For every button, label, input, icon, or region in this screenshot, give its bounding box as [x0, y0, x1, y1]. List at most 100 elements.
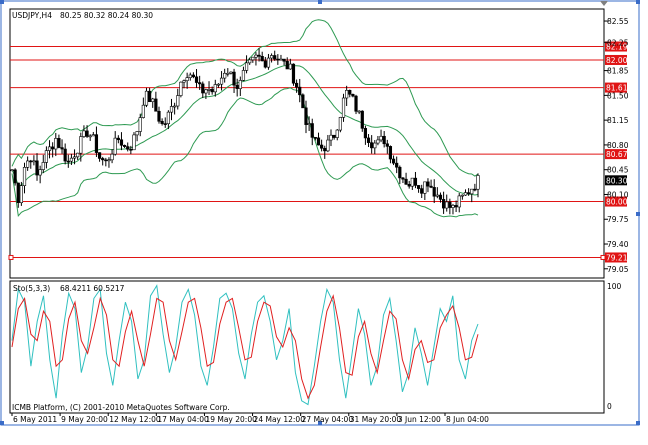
resize-handle-top-left[interactable]	[0, 0, 4, 4]
stochastic-panel[interactable]: 100 0 Sto(5,3,3) 68.4211 60.5217 ICMB Pla…	[9, 280, 622, 414]
candle-body	[204, 89, 208, 94]
level-label: 82.19	[606, 43, 628, 52]
candle-body	[410, 177, 414, 187]
candle-body	[238, 80, 242, 89]
candle-body	[463, 192, 468, 196]
level-label: 80.67	[606, 150, 628, 159]
candle-body	[13, 169, 17, 184]
resize-handle-bottom-right[interactable]	[636, 421, 640, 425]
candle-body	[32, 160, 36, 163]
candle-body	[198, 82, 202, 85]
candle-body	[426, 181, 430, 187]
candle-body	[35, 160, 39, 176]
stochastic-main-line	[11, 284, 479, 406]
candle-body	[173, 105, 177, 108]
level-handle[interactable]	[600, 254, 606, 260]
candle-body	[416, 185, 421, 189]
stochastic-tick-label: 100	[607, 282, 622, 291]
horizontal-levels[interactable]: 82.19 82.00 81.61 80.67 80.00 79.21	[8, 41, 628, 263]
chart-shift-marker[interactable]	[600, 1, 608, 6]
candle-body	[91, 134, 95, 137]
price-tick-label: 81.50	[607, 91, 629, 100]
candle-body	[257, 54, 261, 57]
candle-body	[269, 55, 274, 59]
candle-body	[276, 58, 280, 61]
resize-handle-bottom[interactable]	[318, 421, 322, 425]
price-panel[interactable]: 82.19 82.00 81.61 80.67 80.00 79.21 82.55 82.2…	[8, 8, 629, 279]
candle-body	[266, 57, 271, 68]
level-label-box	[605, 252, 627, 263]
candle-body	[451, 205, 455, 208]
candle-body	[226, 72, 230, 75]
candle-body	[194, 76, 199, 83]
candle-body	[448, 201, 452, 208]
candle-body	[435, 194, 439, 197]
stochastic-signal-line	[11, 294, 479, 400]
candle-body	[391, 158, 396, 164]
candle-body	[360, 110, 364, 129]
candle-body	[285, 60, 289, 70]
candle-body	[438, 194, 443, 200]
candle-body	[116, 137, 120, 141]
candle-body	[44, 150, 49, 163]
candle-body	[348, 90, 352, 95]
candle-body	[373, 142, 377, 149]
resize-handle-top-right[interactable]	[636, 0, 640, 4]
candle-body	[307, 123, 311, 125]
candle-body	[282, 58, 286, 62]
candle-body	[72, 156, 77, 159]
candle-body	[460, 194, 464, 197]
candle-body	[291, 63, 296, 84]
candle-body	[304, 107, 308, 125]
level-handle[interactable]	[8, 254, 14, 260]
candle-body	[429, 185, 433, 188]
stochastic-values: 68.4211 60.5217	[60, 284, 125, 293]
candle-body	[148, 90, 152, 103]
level-label-box	[605, 41, 627, 52]
candle-body	[279, 58, 283, 61]
candle-body	[157, 110, 161, 122]
candle-body	[129, 148, 133, 151]
level-label: 81.61	[606, 84, 628, 93]
bollinger-lower	[11, 87, 479, 218]
level-label-box	[605, 149, 627, 160]
level-label-box	[605, 82, 627, 93]
candle-body	[420, 188, 424, 194]
current-price-box	[605, 175, 627, 186]
candle-body	[363, 128, 368, 139]
candle-body	[101, 158, 105, 161]
resize-handle-right[interactable]	[636, 212, 640, 216]
candle-body	[329, 134, 333, 141]
candle-body	[29, 160, 33, 163]
candle-body	[135, 131, 139, 136]
candle-body	[313, 137, 317, 139]
resize-handle-bottom-left[interactable]	[0, 421, 4, 425]
candle-body	[110, 153, 114, 161]
price-tick-label: 82.25	[607, 38, 629, 47]
candle-body	[354, 95, 358, 112]
candle-body	[210, 89, 214, 93]
time-tick-label: 3 Jun 12:00	[398, 415, 441, 424]
candle-body	[219, 77, 224, 85]
price-tick-label: 79.05	[607, 265, 629, 274]
candle-body	[385, 143, 389, 147]
symbol-period-label: USDJPY,H4	[12, 11, 52, 20]
candle-body	[351, 93, 355, 97]
time-tick-label: 9 May 20:00	[61, 415, 108, 424]
candle-body	[229, 71, 233, 74]
price-tick-label: 80.45	[607, 166, 629, 175]
candle-body	[47, 146, 52, 151]
price-tick-label: 80.80	[607, 141, 629, 150]
candle-body	[119, 139, 124, 146]
candle-body	[79, 136, 83, 154]
candle-body	[388, 146, 393, 160]
level-label: 79.21	[606, 253, 628, 262]
candle-body	[241, 70, 246, 81]
level-label-box	[605, 54, 627, 65]
candle-body	[345, 90, 349, 99]
resize-handle-top[interactable]	[318, 0, 322, 4]
candle-body	[94, 134, 99, 153]
candle-body	[423, 181, 427, 194]
